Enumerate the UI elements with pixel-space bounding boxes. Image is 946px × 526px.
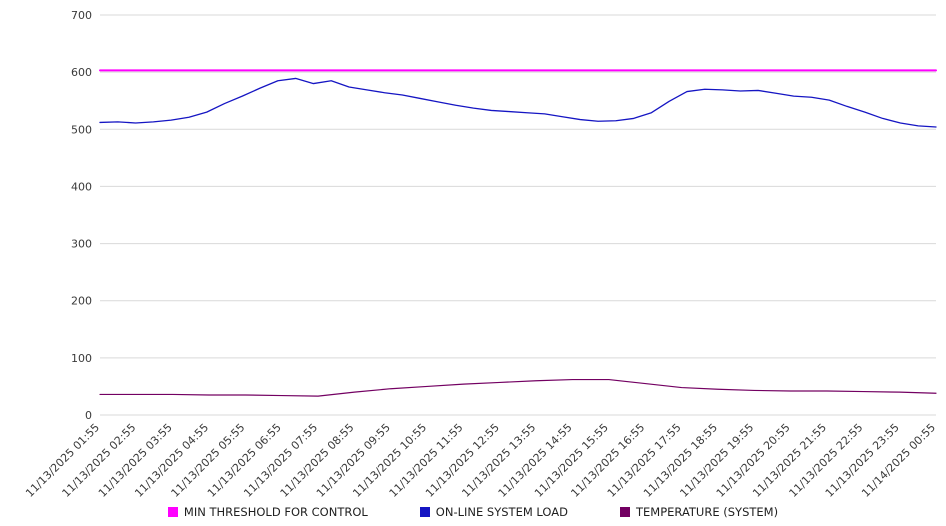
y-axis-tick-label: 100: [71, 352, 92, 365]
y-axis-tick-label: 700: [71, 9, 92, 22]
y-axis-tick-label: 200: [71, 295, 92, 308]
legend-label-temperature-system: TEMPERATURE (SYSTEM): [636, 505, 779, 519]
legend-label-online-system-load: ON-LINE SYSTEM LOAD: [435, 505, 568, 519]
legend-swatch-temperature-system: [620, 507, 630, 517]
y-axis-tick-label: 400: [71, 180, 92, 193]
legend-item-temperature-system: TEMPERATURE (SYSTEM): [620, 505, 778, 519]
chart-legend: MIN THRESHOLD FOR CONTROL ON-LINE SYSTEM…: [0, 505, 946, 519]
legend-label-min-threshold: MIN THRESHOLD FOR CONTROL: [183, 505, 368, 519]
y-axis-tick-label: 600: [71, 66, 92, 79]
legend-swatch-online-system-load: [419, 507, 430, 517]
y-axis-tick-label: 300: [71, 238, 92, 251]
y-axis-tick-label: 0: [85, 409, 92, 422]
legend-item-min-threshold: MIN THRESHOLD FOR CONTROL: [167, 505, 368, 519]
legend-item-online-system-load: ON-LINE SYSTEM LOAD: [419, 505, 568, 519]
series-line-temperature-system: [99, 378, 937, 397]
series-line-online-system-load: [99, 77, 937, 128]
legend-swatch-min-threshold: [167, 507, 178, 517]
y-axis-tick-label: 500: [71, 123, 92, 136]
